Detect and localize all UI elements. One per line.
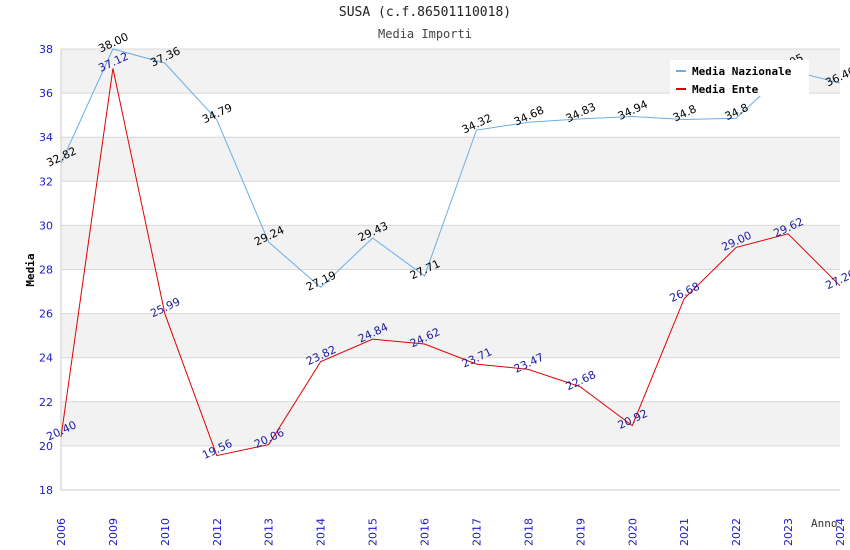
- grid-band: [61, 225, 840, 270]
- x-tick-label: 2009: [107, 518, 120, 546]
- grid-band: [61, 313, 840, 358]
- data-label-ente: 22.68: [564, 368, 598, 393]
- x-tick-label: 2018: [522, 518, 535, 546]
- y-axis-label: Media: [24, 253, 37, 286]
- legend-label-nazionale: Media Nazionale: [692, 64, 792, 78]
- data-label-nazionale: 34.32: [460, 111, 494, 136]
- grid-bands: [61, 49, 840, 446]
- y-tick-label: 28: [39, 264, 53, 277]
- y-tick-label: 38: [39, 43, 53, 56]
- data-label-nazionale: 34.68: [512, 103, 546, 128]
- y-tick-label: 34: [39, 131, 53, 144]
- grid-band: [61, 401, 840, 446]
- y-tick-label: 36: [39, 87, 53, 100]
- series-lines: [60, 48, 841, 457]
- chart-subtitle: Media Importi: [378, 27, 472, 41]
- x-tick-label: 2019: [574, 518, 587, 546]
- y-tick-label: 20: [39, 440, 53, 453]
- y-tick-label: 26: [39, 308, 53, 321]
- x-tick-label: 2016: [419, 518, 432, 546]
- legend-label-ente: Media Ente: [692, 82, 759, 96]
- data-label-ente: 26.68: [668, 280, 702, 305]
- y-tick-label: 24: [39, 352, 53, 365]
- x-tick-label: 2017: [470, 518, 483, 546]
- axes: [60, 49, 840, 491]
- x-tick-label: 2015: [367, 518, 380, 546]
- data-label-nazionale: 34.8: [671, 102, 699, 124]
- y-tick-label: 30: [39, 219, 53, 232]
- grid-lines: [61, 48, 840, 491]
- x-tick-label: 2006: [55, 518, 68, 546]
- data-label-nazionale: 34.79: [200, 101, 234, 126]
- x-tick-label: 2013: [263, 518, 276, 546]
- data-label-ente: 27.26: [823, 267, 850, 292]
- grid-band: [61, 137, 840, 182]
- data-label-nazionale: 34.94: [616, 98, 650, 123]
- legend-item-nazionale: Media Nazionale: [676, 63, 791, 79]
- x-tick-label: 2022: [730, 518, 743, 546]
- data-label-nazionale: 27.19: [304, 269, 338, 294]
- legend-swatch-nazionale: [676, 70, 686, 72]
- y-tick-label: 18: [39, 484, 53, 497]
- x-tick-label: 2010: [159, 518, 172, 546]
- y-tick-label: 22: [39, 396, 53, 409]
- series-line-media-nazionale: [60, 48, 841, 289]
- x-tick-label: 2023: [782, 518, 795, 546]
- x-tick-labels: 2006 2009 2010 2012 2013 2014 2015 2016 2017 2018…: [55, 518, 847, 546]
- y-tick-labels: 18 20 22 24 26 28 30 32 34 36 38: [39, 43, 53, 497]
- x-tick-label: 2012: [211, 518, 224, 546]
- chart-title: SUSA (c.f.86501110018): [338, 5, 512, 20]
- legend-swatch-ente: [676, 88, 686, 90]
- x-tick-label: 2020: [626, 518, 639, 546]
- data-label-nazionale: 34.83: [564, 100, 598, 125]
- series-line-media-ente: [60, 68, 841, 457]
- legend: Media Nazionale Media Ente: [670, 60, 809, 96]
- data-label-nazionale: 34.8: [723, 101, 751, 123]
- y-tick-label: 32: [39, 175, 53, 188]
- legend-item-ente: Media Ente: [676, 81, 758, 97]
- x-tick-label: 2014: [315, 518, 328, 546]
- x-tick-label: 2021: [678, 518, 691, 546]
- x-tick-label: 2024: [834, 518, 847, 546]
- x-axis-label: Anno: [811, 517, 838, 530]
